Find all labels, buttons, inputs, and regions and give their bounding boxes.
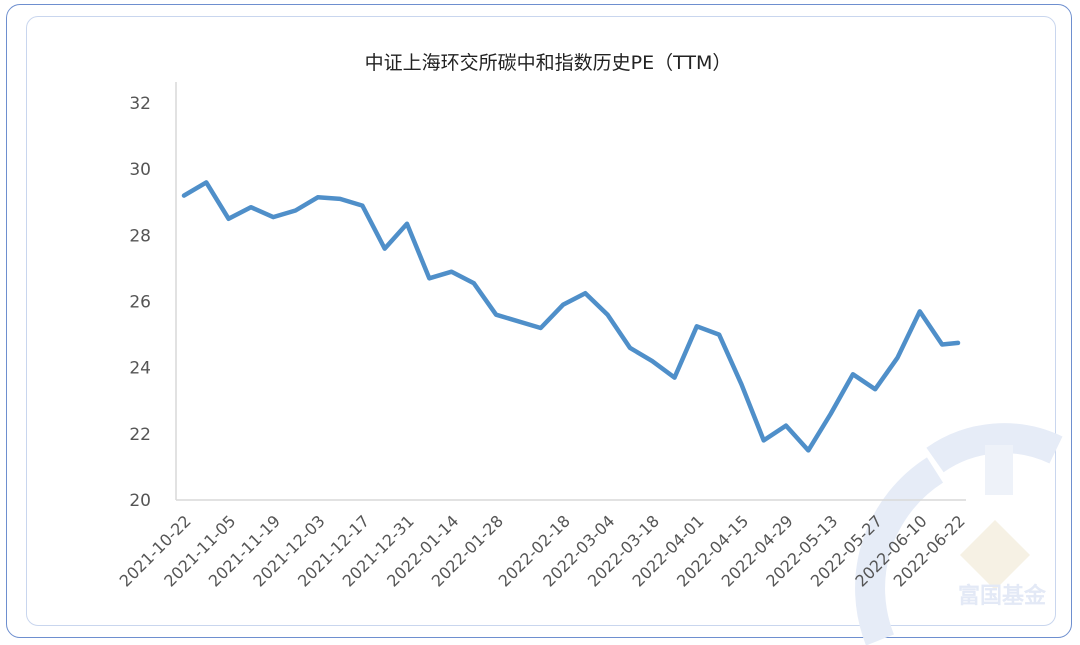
y-tick-label: 22 (129, 425, 151, 445)
y-tick-label: 32 (129, 94, 151, 114)
y-tick-label: 30 (129, 160, 151, 180)
pe-series-line (181, 180, 961, 453)
y-tick-label: 28 (129, 226, 151, 246)
y-tick-label: 24 (129, 359, 151, 379)
y-tick-label: 26 (129, 293, 151, 313)
y-tick-label: 20 (129, 491, 151, 511)
chart-title: 中证上海环交所碳中和指数历史PE（TTM） (365, 52, 732, 74)
y-axis-ticks: 20 22 24 26 28 30 32 (129, 94, 151, 511)
watermark-brand-text: 富国基金 (958, 583, 1047, 609)
fuguo-logo-watermark: 富国基金 (855, 423, 1063, 645)
x-axis-ticks: 2021-10-222021-11-052021-11-192021-12-03… (116, 511, 969, 590)
